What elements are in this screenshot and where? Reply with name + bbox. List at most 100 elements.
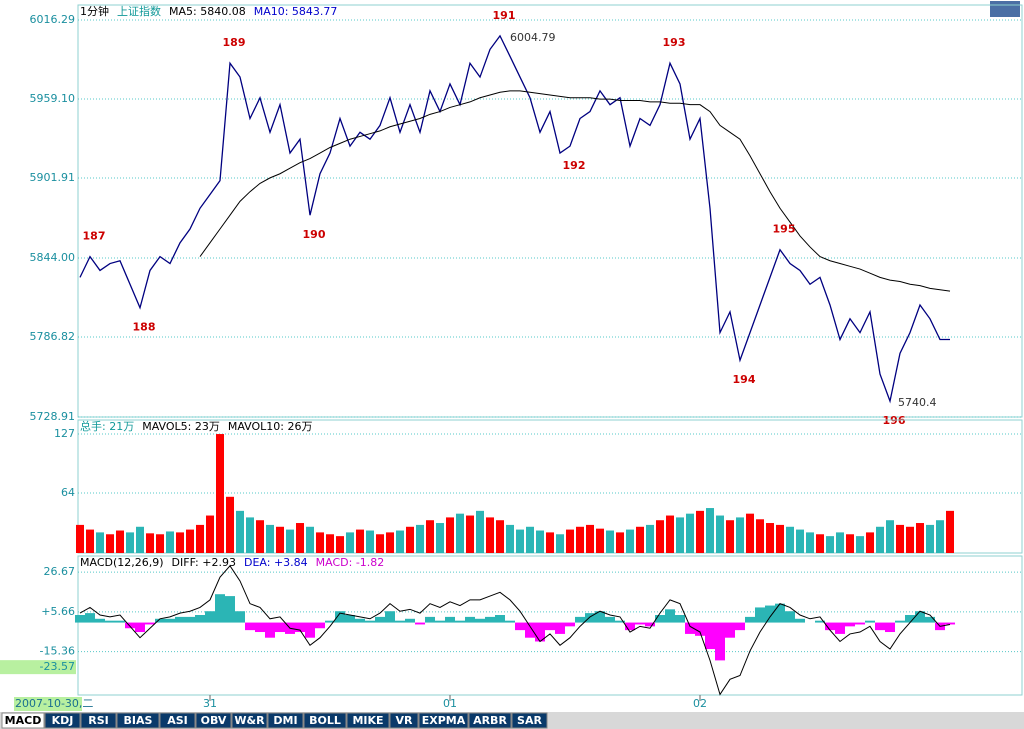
volume-bar — [406, 526, 414, 553]
volume-bar — [556, 534, 564, 553]
macd-bar — [645, 622, 655, 627]
tab[interactable]: KDJ — [44, 712, 81, 729]
volume-bar — [166, 531, 174, 553]
volume-bar — [516, 529, 524, 553]
tab-shape — [346, 712, 390, 729]
volume-bar — [586, 524, 594, 553]
tab-label: VR — [396, 714, 414, 727]
volume-bar — [426, 520, 434, 553]
macd-bar — [455, 620, 465, 623]
macd-bar — [825, 622, 835, 631]
macd-bar — [245, 622, 255, 631]
macd-bar — [395, 620, 405, 623]
volume-bar — [396, 530, 404, 553]
panel-header: MAVOL5: 23万 — [142, 420, 220, 433]
volume-bar — [386, 532, 394, 553]
wave-label: 193 — [663, 36, 686, 49]
y-tick-label: 5901.91 — [30, 171, 76, 184]
volume-bar — [86, 529, 94, 553]
low-label: 5740.4 — [898, 396, 937, 409]
volume-bar — [506, 524, 514, 553]
macd-bar — [755, 607, 765, 623]
volume-bar — [636, 526, 644, 553]
wave-label: 194 — [733, 373, 756, 386]
wave-label: 190 — [303, 228, 326, 241]
macd-bar — [615, 620, 625, 623]
macd-bar — [365, 620, 375, 623]
volume-bar — [526, 526, 534, 553]
panel-header: DIFF: +2.93 — [172, 556, 236, 569]
volume-bar — [596, 528, 604, 553]
tab[interactable]: BIAS — [116, 712, 160, 729]
tab-label: MIKE — [352, 714, 383, 727]
volume-bar — [656, 520, 664, 553]
macd-bar — [275, 622, 285, 633]
macd-bar — [95, 618, 105, 623]
cursor-box — [0, 660, 76, 675]
tab-label: BOLL — [309, 714, 341, 727]
volume-bar — [826, 536, 834, 553]
volume-bar — [306, 526, 314, 553]
volume-bar — [576, 526, 584, 553]
macd-bar — [905, 615, 915, 623]
high-label: 6004.79 — [510, 31, 556, 44]
tab-label: RSI — [88, 714, 109, 727]
volume-bar — [626, 529, 634, 553]
volume-bar — [716, 515, 724, 553]
volume-bar — [566, 529, 574, 553]
tab[interactable]: ASI — [159, 712, 196, 729]
volume-bar — [496, 520, 504, 553]
macd-bar — [375, 616, 385, 623]
tab[interactable]: SAR — [511, 712, 548, 729]
volume-bar — [186, 529, 194, 553]
panel-header: DEA: +3.84 — [244, 556, 308, 569]
volume-bar — [766, 523, 774, 553]
macd-bar — [225, 596, 235, 623]
volume-bar — [416, 524, 424, 553]
y-tick-label: 5786.82 — [30, 330, 76, 343]
volume-bar — [846, 534, 854, 553]
volume-bar — [536, 530, 544, 553]
volume-bar — [106, 534, 114, 553]
tab[interactable]: OBV — [195, 712, 232, 729]
tab[interactable]: RSI — [80, 712, 117, 729]
wave-label: 189 — [223, 36, 246, 49]
tab[interactable]: VR — [389, 712, 419, 729]
panel-header: MACD(12,26,9) — [80, 556, 164, 569]
macd-bar — [575, 616, 585, 623]
date-box — [14, 697, 82, 711]
tab-shape — [511, 712, 548, 729]
tab[interactable]: ARBR — [468, 712, 512, 729]
tab-shape — [418, 712, 469, 729]
tab-shape — [80, 712, 117, 729]
tab-shape — [44, 712, 81, 729]
volume-bar — [76, 524, 84, 553]
volume-bar — [776, 524, 784, 553]
tab[interactable]: BOLL — [303, 712, 347, 729]
macd-bar — [665, 609, 675, 623]
volume-bar — [276, 526, 284, 553]
tab[interactable]: MIKE — [346, 712, 390, 729]
wave-label: 188 — [133, 321, 156, 334]
panel-header: MA10: 5843.77 — [254, 5, 338, 18]
tab-shape — [195, 712, 232, 729]
volume-bar — [256, 520, 264, 553]
y-tick-label: 5728.91 — [30, 410, 76, 423]
macd-bar — [705, 622, 715, 650]
tab[interactable]: MACD — [1, 712, 45, 729]
tab[interactable]: W&R — [231, 712, 268, 729]
volume-bar — [756, 519, 764, 553]
tab[interactable]: EXPMA — [418, 712, 469, 729]
tab[interactable]: DMI — [267, 712, 304, 729]
macd-bar — [415, 622, 425, 625]
volume-bar — [546, 532, 554, 553]
y-tick-label: 26.67 — [44, 565, 76, 578]
macd-bar — [135, 622, 145, 633]
tab-label: ASI — [167, 714, 188, 727]
wave-label: 187 — [83, 230, 106, 243]
volume-bar — [326, 534, 334, 553]
volume-bar — [896, 524, 904, 553]
